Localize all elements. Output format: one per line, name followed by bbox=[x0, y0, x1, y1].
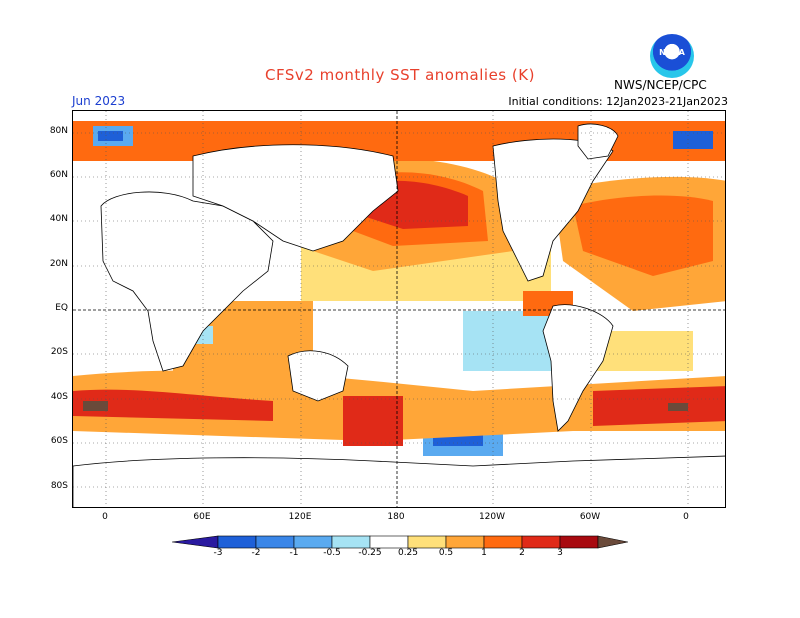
lon-label: 60E bbox=[193, 512, 211, 522]
lat-label: 40N bbox=[49, 214, 68, 224]
colorbar-arrow-low bbox=[172, 535, 219, 549]
australia-landmass bbox=[287, 350, 349, 402]
colorbar-bin bbox=[483, 535, 523, 549]
lat-label: 60N bbox=[49, 170, 68, 180]
colorbar-label: 2 bbox=[519, 548, 525, 558]
lat-label: EQ bbox=[55, 303, 68, 313]
colorbar-label: -3 bbox=[213, 548, 223, 558]
south-america-landmass bbox=[542, 304, 614, 432]
eurasia-landmass bbox=[192, 144, 399, 252]
colorbar-bin bbox=[559, 535, 599, 549]
target-month: Jun 2023 bbox=[72, 94, 126, 108]
colorbar-bin bbox=[331, 535, 371, 549]
noaa-logo bbox=[650, 34, 694, 78]
colorbar-bin bbox=[255, 535, 295, 549]
colorbar-bin bbox=[217, 535, 257, 549]
colorbar-label: -0.25 bbox=[358, 548, 382, 558]
antarctica-landmass bbox=[73, 455, 725, 507]
colorbar-bin bbox=[521, 535, 561, 549]
lon-label: 60W bbox=[579, 512, 601, 522]
lat-label: 20N bbox=[49, 259, 68, 269]
colorbar bbox=[172, 535, 628, 549]
colorbar-label: -2 bbox=[251, 548, 261, 558]
noaa-logo-text: NOAA bbox=[659, 48, 685, 57]
colorbar-label: 1 bbox=[481, 548, 487, 558]
continents bbox=[73, 123, 725, 507]
lat-label: 20S bbox=[50, 347, 68, 357]
lon-label: 120W bbox=[478, 512, 506, 522]
organization-label: NWS/NCEP/CPC bbox=[614, 78, 707, 92]
graticule bbox=[73, 111, 725, 507]
colorbar-label: -1 bbox=[289, 548, 299, 558]
colorbar-bin bbox=[445, 535, 485, 549]
lat-label: 80S bbox=[50, 481, 68, 491]
lat-label: 40S bbox=[50, 392, 68, 402]
greenland-landmass bbox=[577, 123, 619, 160]
map-frame bbox=[72, 110, 726, 508]
lon-label: 0 bbox=[102, 512, 108, 522]
colorbar-bin bbox=[407, 535, 447, 549]
colorbar-label: 0.5 bbox=[438, 548, 454, 558]
colorbar-bin bbox=[293, 535, 333, 549]
colorbar-label: -0.5 bbox=[323, 548, 341, 558]
colorbar-label: 3 bbox=[557, 548, 563, 558]
sst-anomaly-map bbox=[73, 111, 725, 507]
colorbar-label: 0.25 bbox=[397, 548, 419, 558]
colorbar-arrow-high bbox=[597, 535, 628, 549]
lat-label: 80N bbox=[49, 126, 68, 136]
initial-conditions: Initial conditions: 12Jan2023-21Jan2023 bbox=[508, 95, 728, 108]
colorbar-bin bbox=[369, 535, 409, 549]
lon-label: 180 bbox=[387, 512, 405, 522]
lat-label: 60S bbox=[50, 436, 68, 446]
lon-label: 0 bbox=[683, 512, 689, 522]
lon-label: 120E bbox=[288, 512, 312, 522]
map-title: CFSv2 monthly SST anomalies (K) bbox=[265, 66, 535, 84]
